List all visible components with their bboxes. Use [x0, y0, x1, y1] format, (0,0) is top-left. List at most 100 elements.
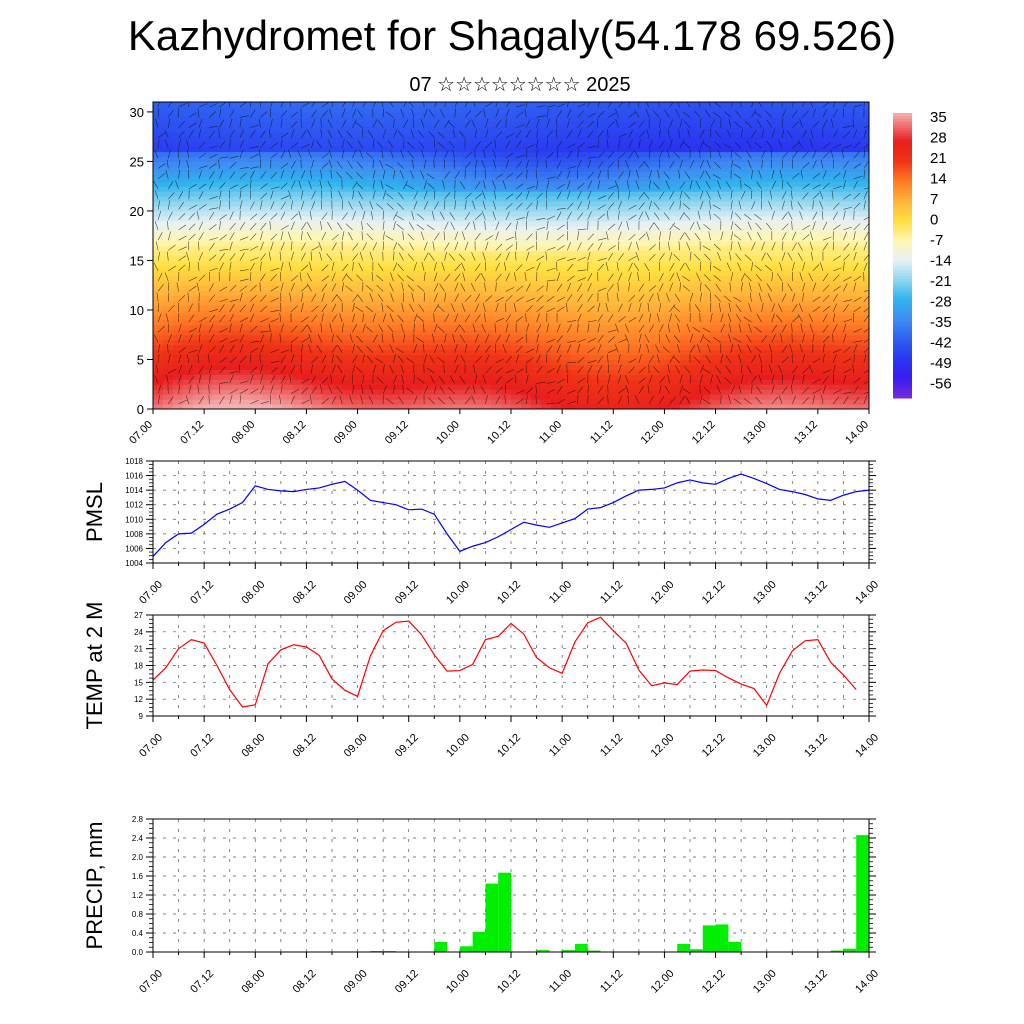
x-tick-label: 14.00	[853, 579, 881, 607]
precip-bar	[574, 943, 588, 952]
y-tick-label: 1.6	[132, 872, 144, 881]
chart-title: Kazhydromet for Shagaly(54.178 69.526)	[127, 12, 897, 59]
colorbar-label: 0	[930, 212, 938, 229]
y-tick-label: 1012	[125, 501, 143, 510]
colorbar-label: -35	[930, 314, 952, 331]
x-tick-label: 13.12	[792, 419, 820, 447]
temperature-section-heatmap: 0 5 10 15 20 25 30 07.00 07.12 08.00 08.12 09.00 09.…	[127, 101, 871, 447]
precip-bar	[536, 950, 550, 952]
precip-bar	[715, 924, 729, 952]
pmsl-line	[152, 473, 870, 557]
colorbar-label: -42	[930, 335, 952, 352]
y-tick-label: 0.4	[132, 929, 144, 938]
y-tick-label: 10	[130, 303, 144, 318]
y-tick-label: 15	[134, 678, 143, 687]
x-tick-label: 12.00	[649, 732, 677, 760]
y-tick-label: 1006	[125, 544, 143, 553]
x-tick-label: 09.12	[393, 579, 421, 607]
x-tick-label: 08.00	[239, 579, 267, 607]
precip-bar	[498, 872, 511, 952]
temp-panel: 9 12 15 18 21 24 27 07.00 07.12 08.00 08.12 09.00 09…	[82, 602, 881, 760]
x-tick-label: 11.12	[598, 732, 625, 759]
heatmap-field	[153, 102, 869, 409]
x-tick-label: 12.00	[639, 419, 667, 447]
x-tick-label: 08.12	[291, 579, 319, 607]
precip-bar	[434, 942, 448, 952]
colorbar: 35 28 21 14 7 0 -7 -14 -21 -28 -35 -42 -49 -56	[893, 109, 952, 399]
x-tick-label: 13.00	[741, 419, 769, 447]
y-tick-label: 30	[130, 105, 144, 120]
x-tick-label: 12.12	[690, 419, 718, 447]
x-tick-label: 10.00	[444, 968, 472, 996]
colorbar-label: -14	[930, 253, 952, 270]
x-tick-label: 12.00	[649, 968, 677, 996]
x-tick-label: 08.12	[291, 732, 319, 760]
x-tick-label: 09.00	[332, 419, 360, 447]
y-tick-label: 1016	[125, 472, 143, 481]
x-tick-label: 07.12	[188, 968, 216, 996]
x-tick-label: 10.00	[444, 732, 472, 760]
x-tick-label: 13.12	[802, 579, 830, 607]
y-tick-label: 12	[134, 695, 143, 704]
x-tick-label: 13.12	[802, 968, 830, 996]
precip-panel: 0.0 0.4 0.8 1.2 1.6 2.0 2.4 2.8 07.00 07.12 08.00 0…	[82, 815, 881, 996]
precip-bar	[485, 883, 499, 952]
y-tick-label: 2.0	[132, 853, 144, 862]
x-tick-label: 08.00	[239, 968, 267, 996]
y-tick-label: 0	[137, 402, 144, 417]
precip-bar	[459, 946, 473, 952]
x-tick-label: 11.12	[598, 968, 625, 995]
x-tick-label: 14.00	[853, 732, 881, 760]
y-tick-label: 1010	[125, 515, 143, 524]
colorbar-label: -56	[930, 376, 952, 393]
y-tick-label: 1.2	[132, 891, 144, 900]
x-tick-label: 11.00	[537, 419, 564, 446]
precip-bar	[690, 949, 703, 952]
x-tick-label: 09.12	[393, 968, 421, 996]
colorbar-label: 35	[930, 109, 947, 126]
x-tick-label: 08.00	[239, 732, 267, 760]
x-tick-label: 07.12	[178, 419, 206, 447]
x-tick-label: 10.12	[495, 732, 523, 760]
x-tick-label: 07.00	[137, 579, 165, 607]
colorbar-label: 7	[930, 191, 938, 208]
precip-bar	[472, 932, 486, 952]
y-tick-label: 2.8	[132, 815, 144, 824]
y-tick-label: 1008	[125, 530, 143, 539]
x-tick-label: 07.00	[137, 968, 165, 996]
y-tick-label: 18	[134, 662, 143, 671]
y-tick-label: 25	[130, 154, 144, 169]
colorbar-label: 21	[930, 150, 947, 167]
y-tick-label: 1004	[125, 559, 143, 568]
colorbar-label: -28	[930, 294, 952, 311]
colorbar-label: 14	[930, 171, 947, 188]
pmsl-panel: 1004 1006 1008 1010 1012 1014 1016 1018 07.00 07.…	[82, 457, 881, 607]
x-tick-label: 09.00	[342, 579, 370, 607]
chart-subtitle: 07 ☆☆☆☆☆☆☆☆ 2025	[409, 74, 631, 96]
x-tick-label: 13.00	[751, 579, 779, 607]
x-tick-label: 08.00	[229, 419, 257, 447]
y-tick-label: 24	[134, 628, 143, 637]
precip-bar	[702, 925, 716, 952]
y-tick-label: 1018	[125, 457, 143, 466]
precip-bar	[587, 950, 601, 952]
x-tick-label: 11.12	[598, 579, 625, 606]
panel-ylabel: TEMP at 2 M	[82, 602, 107, 730]
x-tick-label: 10.12	[495, 968, 523, 996]
x-tick-label: 09.12	[393, 732, 421, 760]
x-tick-label: 09.00	[342, 968, 370, 996]
x-tick-label: 08.12	[281, 419, 309, 447]
y-tick-label: 15	[130, 253, 144, 268]
precip-bar	[677, 943, 690, 952]
precip-bar	[843, 948, 857, 952]
x-tick-label: 13.12	[802, 732, 830, 760]
precip-bar	[830, 950, 844, 952]
colorbar-label: 28	[930, 130, 947, 147]
colorbar-label: -49	[930, 355, 952, 372]
x-tick-label: 13.00	[751, 732, 779, 760]
y-tick-label: 9	[139, 712, 144, 721]
x-tick-label: 14.00	[853, 968, 881, 996]
x-tick-label: 08.12	[291, 968, 319, 996]
x-tick-label: 09.12	[383, 419, 411, 447]
